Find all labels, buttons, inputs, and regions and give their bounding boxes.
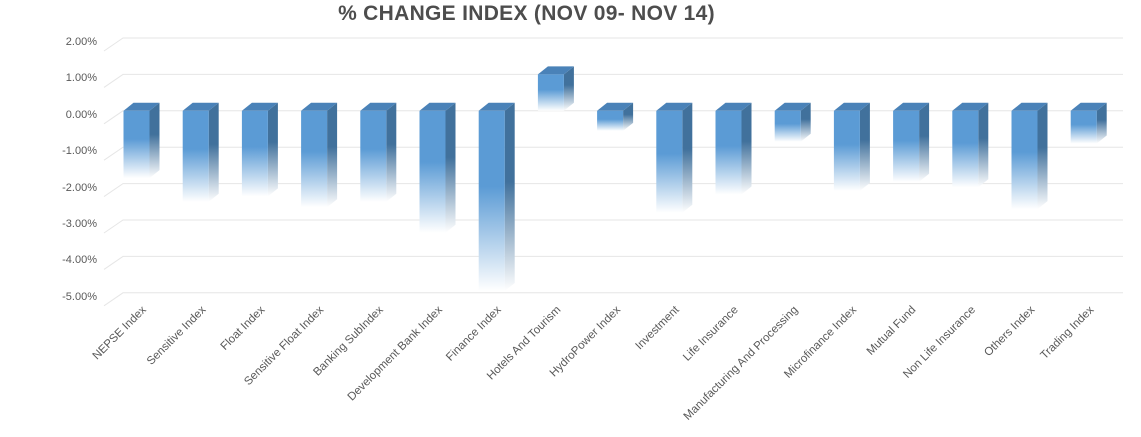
gridline [103,255,1123,270]
y-tick-label: -1.00% [62,145,97,158]
bar-front-face [597,110,624,131]
bar-front-face [360,110,387,202]
gridline [103,146,1123,161]
bar-investment [656,102,693,213]
bar-top-face [1011,102,1048,111]
bar-sensitive-index [182,102,219,202]
bar-trading-index [1070,102,1107,144]
bar-front-face [774,110,801,142]
bar-hydropower-index [597,102,634,131]
bar-top-face [478,102,515,111]
bar-top-face [952,102,989,111]
bar-side-face [504,102,515,291]
bar-side-face [386,102,397,202]
bar-front-face [952,110,979,188]
bar-side-face [445,102,456,233]
bar-front-face [537,74,564,111]
bar-top-face [123,102,160,111]
bar-side-face [859,102,870,191]
gridline [103,183,1123,198]
y-tick-label: -3.00% [62,218,97,230]
y-tick-label: -2.00% [62,181,97,194]
y-tick-label: -4.00% [62,254,97,267]
bar-side-face [623,102,634,131]
bar-side-face [149,102,160,179]
bar-finance-index [478,102,515,291]
bar-top-face [833,102,870,111]
bar-top-face [419,102,456,111]
bar-banking-subindex [360,102,397,202]
bar-front-face [715,110,742,195]
bar-nepse-index [123,102,160,179]
bar-side-face [563,66,574,111]
bar-front-face [241,110,268,197]
bar-manufacturing-and-processing [774,102,811,142]
bar-top-face [301,102,338,111]
bar-top-face [360,102,397,111]
bar-microfinance-index [833,102,870,191]
bar-top-face [241,102,278,111]
gridline [103,219,1123,234]
bar-float-index [241,102,278,197]
bar-top-face [1070,102,1107,111]
bar-top-face [893,102,930,111]
gridline [103,73,1123,88]
bar-side-face [327,102,338,208]
bar-front-face [893,110,920,182]
bar-side-face [1037,102,1048,210]
bar-front-face [656,110,683,213]
bar-hotels-and-tourism [537,66,574,111]
y-tick-label: -5.00% [62,290,97,303]
bar-non-life-insurance [952,102,989,188]
bar-front-face [182,110,209,202]
bar-front-face [123,110,150,179]
bar-top-face [715,102,752,111]
bar-front-face [1011,110,1038,210]
y-tick-label: 0.00% [65,108,97,121]
bar-side-face [978,102,989,188]
bar-development-bank-index [419,102,456,233]
bar-side-face [682,102,693,213]
bar-top-face [774,102,811,111]
bar-side-face [208,102,219,202]
bar-side-face [1096,102,1107,144]
bar-side-face [919,102,930,182]
gridline [103,292,1123,307]
bar-front-face [1070,110,1097,144]
bar-life-insurance [715,102,752,195]
gridline [103,37,1123,52]
bar-top-face [537,66,574,75]
bar-top-face [597,102,634,111]
bar-sensitive-float-index [301,102,338,208]
bar-mutual-fund [893,102,930,182]
bar-others-index [1011,102,1048,210]
bar-front-face [419,110,446,233]
bar-side-face [741,102,752,195]
bar-top-face [182,102,219,111]
y-tick-label: 2.00% [65,36,97,48]
bar-front-face [833,110,860,191]
y-tick-label: 1.00% [65,72,97,85]
bar-front-face [478,110,505,291]
bar-front-face [301,110,328,208]
bar-side-face [267,102,278,197]
bar-side-face [800,102,811,142]
bar-top-face [656,102,693,111]
chart-title: % CHANGE INDEX (NOV 09- NOV 14) [338,2,715,25]
